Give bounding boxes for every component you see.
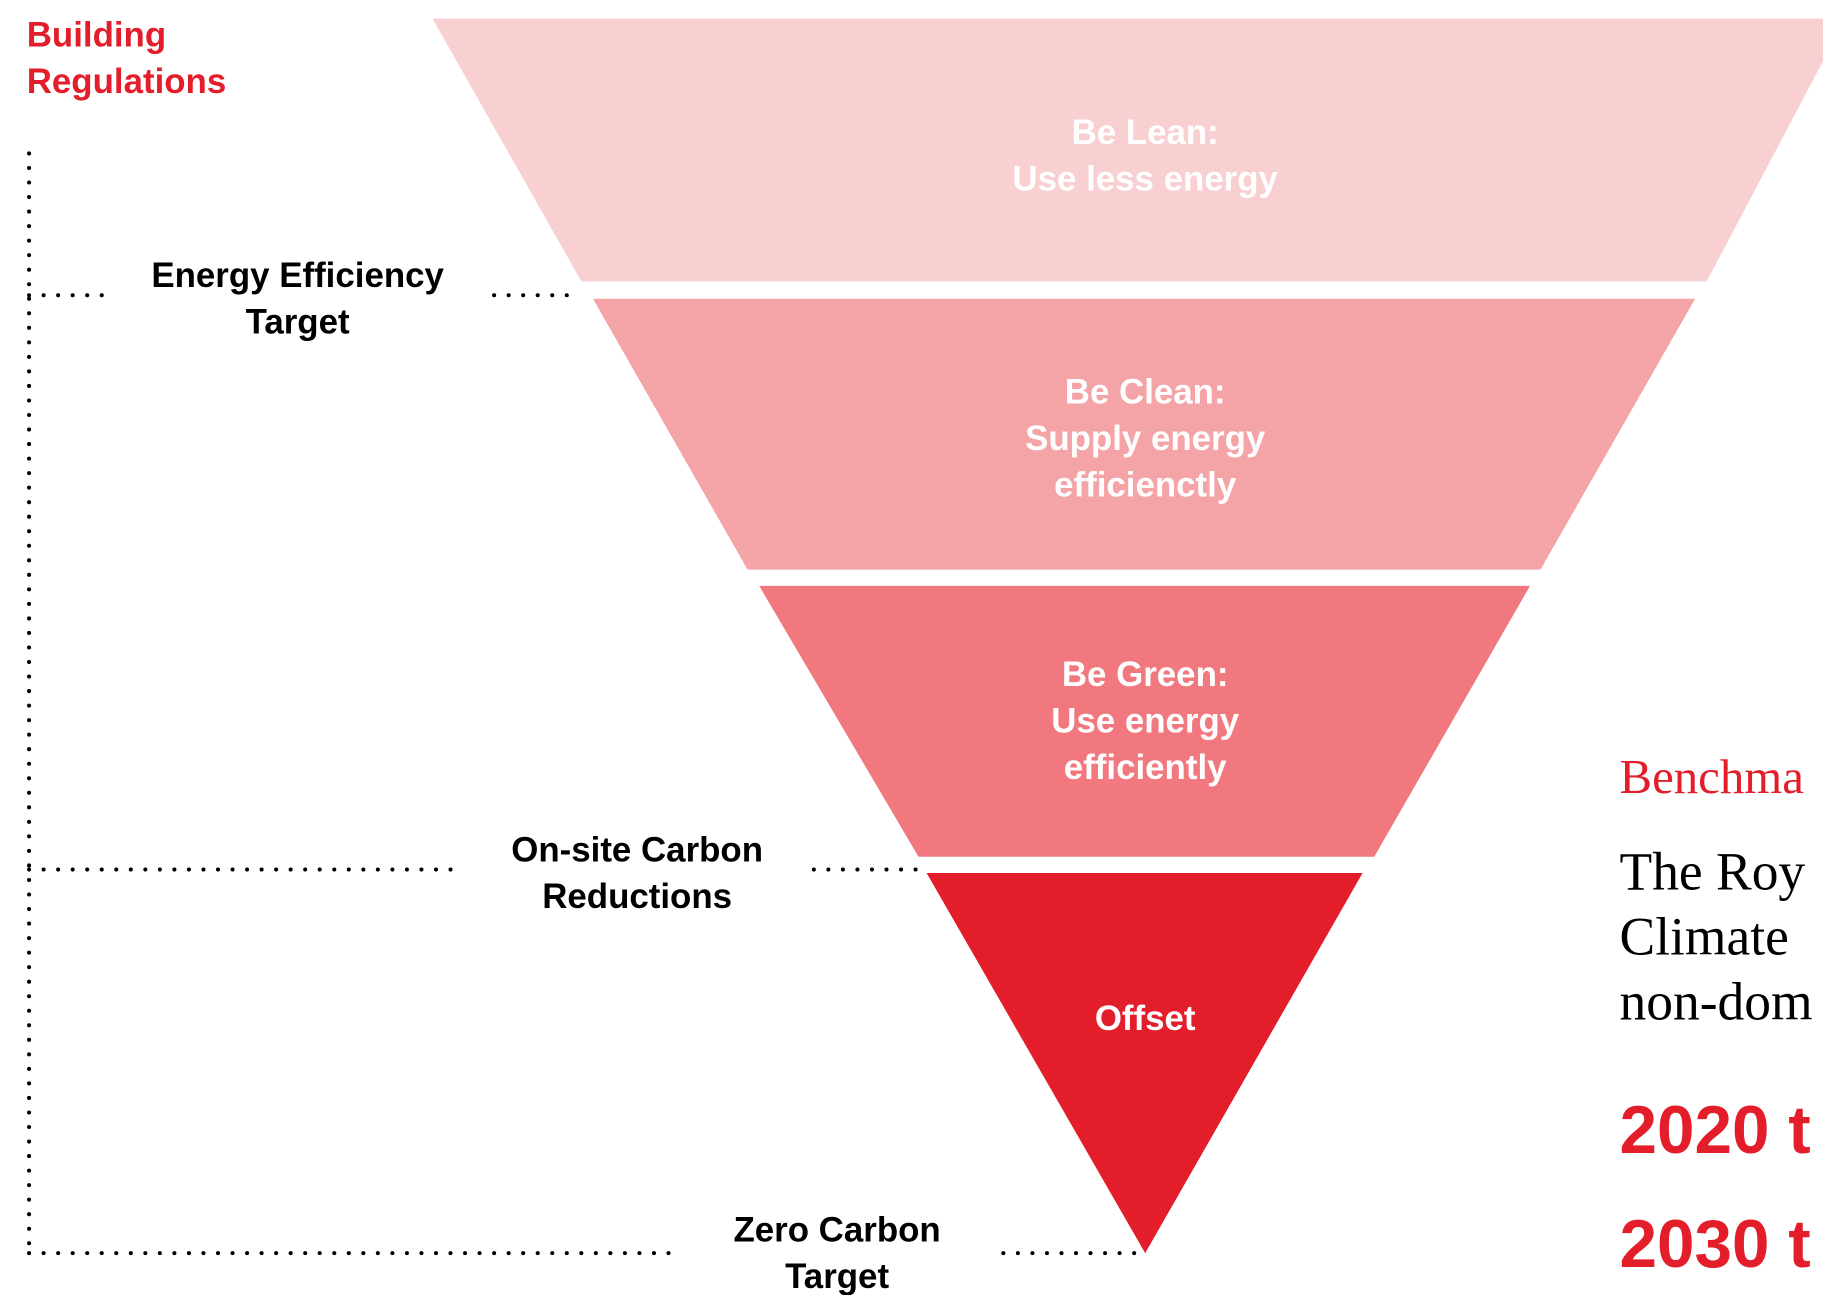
funnel-label: Use energy — [1051, 701, 1240, 740]
funnel-label: Supply energy — [1025, 419, 1266, 458]
funnel-label: Be Lean: — [1072, 113, 1219, 152]
side-heading: Benchma — [1620, 749, 1804, 804]
target-label: Reductions — [542, 877, 732, 916]
funnel-label: Use less energy — [1012, 160, 1278, 199]
side-body: The Roy — [1620, 841, 1806, 901]
title-line: Building — [27, 16, 166, 55]
funnel-level-clean — [592, 298, 1696, 570]
target-label: Target — [785, 1257, 889, 1295]
funnel-label: efficiently — [1064, 748, 1227, 787]
funnel-label: efficienctly — [1054, 465, 1237, 504]
header: Building Regulations — [27, 16, 227, 101]
target-label: Energy Efficiency — [151, 256, 444, 295]
milestone: 2030 t — [1620, 1207, 1811, 1282]
funnel-level-lean — [432, 18, 1823, 282]
funnel-level-green — [759, 585, 1531, 857]
funnel-level-offset — [926, 873, 1363, 1254]
target-labels: Energy Efficiency Target On-site Carbon … — [151, 256, 940, 1295]
target-label: Zero Carbon — [733, 1211, 940, 1250]
target-label: On-site Carbon — [511, 830, 763, 869]
funnel-label: Offset — [1095, 999, 1196, 1038]
side-body: Climate — [1620, 906, 1789, 966]
target-label: Target — [246, 303, 350, 342]
title-line: Regulations — [27, 62, 227, 101]
funnel-label: Be Green: — [1062, 655, 1229, 694]
milestone: 2020 t — [1620, 1093, 1811, 1168]
side-body: non-dom — [1620, 971, 1813, 1031]
funnel-label: Be Clean: — [1065, 372, 1226, 411]
side-panel: Benchma The Roy Climate non-dom 2020 t 2… — [1620, 749, 1813, 1282]
funnel-labels: Be Lean: Use less energy Be Clean: Suppl… — [1012, 113, 1278, 1038]
